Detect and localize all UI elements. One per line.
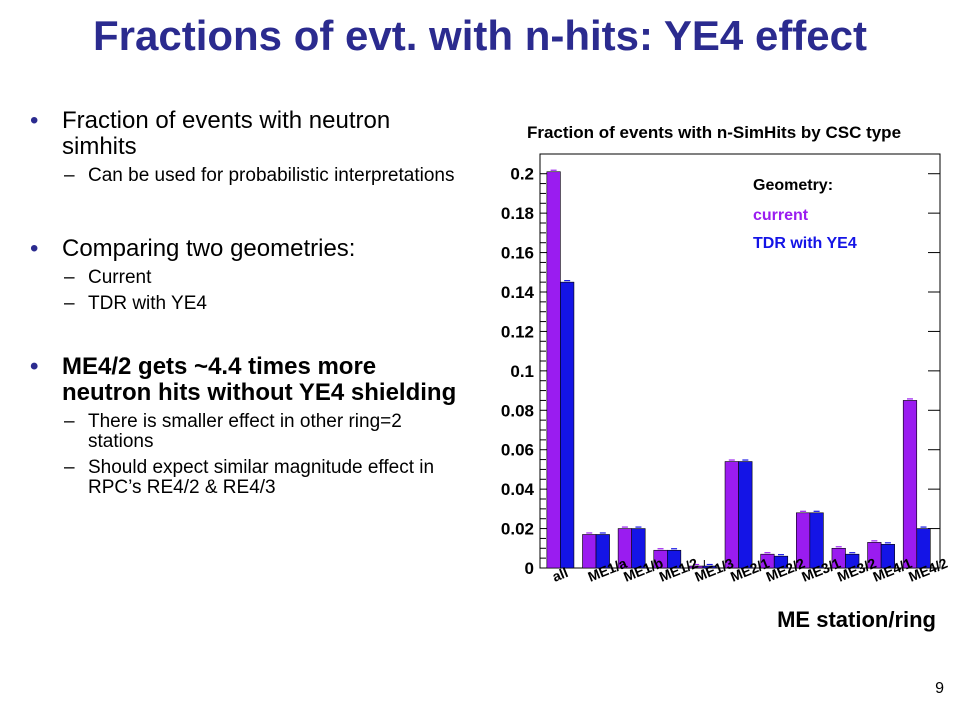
legend-series-tdr: TDR with YE4: [753, 235, 857, 252]
bar-layer: [546, 169, 931, 569]
bar-tdr-ye4: [631, 528, 646, 569]
bullet-3-text: ME4/2 gets ~4.4 times more neutron hits …: [62, 353, 457, 406]
legend: Geometry: current TDR with YE4: [753, 177, 857, 252]
dash-icon: –: [64, 165, 75, 186]
bar-chart: Fraction of events with n-SimHits by CSC…: [501, 123, 950, 632]
sub-bullet-2-2: – TDR with YE4: [28, 294, 468, 314]
y-tick-label: 0.2: [510, 165, 534, 184]
sub-bullet-3-2-text: Should expect similar magnitude effect i…: [88, 457, 435, 498]
sub-bullet-3-1-text: There is smaller effect in other ring=2 …: [88, 411, 402, 452]
bar-tdr-ye4: [702, 565, 717, 569]
sub-bullet-2-1: – Current: [28, 268, 468, 288]
bullet-dot-icon: •: [30, 107, 39, 134]
y-tick-label: 0.1: [510, 362, 534, 381]
y-tick-label: 0.08: [501, 401, 534, 420]
bullet-2: • Comparing two geometries:: [28, 236, 468, 262]
bar-current: [902, 400, 918, 569]
dash-icon: –: [64, 457, 75, 478]
chart-title: Fraction of events with n-SimHits by CSC…: [527, 123, 901, 142]
y-tick-label: 0.06: [501, 441, 534, 460]
dash-icon: –: [64, 411, 75, 432]
bullet-list: • Fraction of events with neutron simhit…: [28, 108, 468, 498]
legend-title: Geometry:: [753, 177, 833, 194]
bullet-dot-icon: •: [30, 353, 39, 380]
bar-tdr-ye4: [595, 534, 610, 569]
bar-tdr-ye4: [773, 555, 789, 569]
bullet-1: • Fraction of events with neutron simhit…: [28, 108, 468, 160]
y-tick-label: 0.12: [501, 322, 534, 341]
sub-bullet-2-2-text: TDR with YE4: [88, 293, 207, 314]
y-tick-label: 0: [525, 559, 534, 578]
sub-bullet-3-1: – There is smaller effect in other ring=…: [28, 412, 468, 452]
y-tick-label: 0.16: [501, 244, 534, 263]
x-tick-label: all: [550, 564, 570, 585]
sub-bullet-2-1-text: Current: [88, 267, 152, 288]
y-tick-label: 0.18: [501, 204, 534, 223]
x-axis-label: ME station/ring: [777, 607, 936, 632]
bullet-2-text: Comparing two geometries:: [62, 235, 356, 262]
bar-tdr-ye4: [560, 281, 575, 569]
bar-tdr-ye4: [916, 528, 931, 569]
bar-current: [724, 461, 739, 569]
bullet-1-text: Fraction of events with neutron simhits: [62, 107, 391, 160]
bar-tdr-ye4: [809, 512, 824, 569]
legend-series-current: current: [753, 207, 809, 224]
y-tick-label: 0.02: [501, 520, 534, 539]
bar-tdr-ye4: [880, 544, 895, 569]
bar-current: [546, 171, 561, 569]
bullet-dot-icon: •: [30, 235, 39, 262]
sub-bullet-3-2: – Should expect similar magnitude effect…: [28, 458, 468, 498]
bullet-3: • ME4/2 gets ~4.4 times more neutron hit…: [28, 354, 468, 406]
sub-bullet-1-1: – Can be used for probabilistic interpre…: [28, 166, 468, 186]
bar-tdr-ye4: [667, 549, 682, 569]
dash-icon: –: [64, 293, 75, 314]
bar-tdr-ye4: [845, 553, 860, 569]
y-tick-label: 0.14: [501, 283, 535, 302]
sub-bullet-1-1-text: Can be used for probabilistic interpreta…: [88, 165, 455, 186]
bar-tdr-ye4: [738, 461, 753, 569]
dash-icon: –: [64, 267, 75, 288]
bar-current: [582, 534, 597, 569]
y-tick-label: 0.04: [501, 480, 535, 499]
slide-title: Fractions of evt. with n-hits: YE4 effec…: [92, 12, 867, 59]
page-number: 9: [935, 680, 944, 697]
